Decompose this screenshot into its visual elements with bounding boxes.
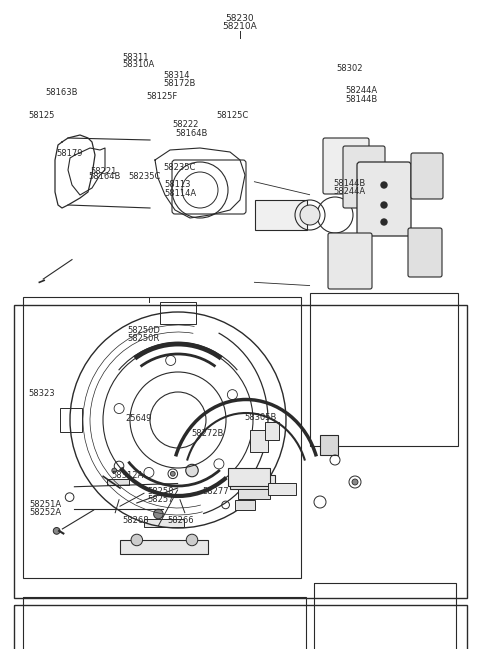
Text: 58252A: 58252A [30,508,62,517]
Text: 58210A: 58210A [223,22,257,31]
Text: 58125: 58125 [29,111,55,120]
Bar [265,422,279,440]
Bar [23,297,301,578]
Text: 58257: 58257 [148,495,174,504]
Text: 58125C: 58125C [216,111,248,120]
Text: 58244A: 58244A [334,187,366,196]
Text: 58172B: 58172B [163,79,195,88]
Circle shape [154,509,163,519]
Circle shape [381,202,387,208]
Bar [144,519,184,527]
Text: 58235C: 58235C [163,163,195,172]
Text: 58230: 58230 [226,14,254,23]
Bar [314,583,456,649]
Text: 58302: 58302 [336,64,362,73]
Bar [310,293,458,446]
Bar [60,408,82,432]
Text: 58164B: 58164B [89,172,121,181]
Circle shape [186,464,198,477]
Bar [23,597,306,649]
Circle shape [131,534,143,546]
FancyBboxPatch shape [328,233,372,289]
Text: 58251A: 58251A [30,500,62,509]
Text: 58311: 58311 [122,53,149,62]
FancyBboxPatch shape [357,162,411,236]
Text: 58272B: 58272B [191,429,223,438]
Text: 58312A: 58312A [111,471,144,480]
Circle shape [381,182,387,188]
Circle shape [112,468,117,473]
FancyBboxPatch shape [323,138,369,194]
FancyBboxPatch shape [411,153,443,199]
Text: 58244A: 58244A [346,86,378,95]
Text: 58277: 58277 [203,487,229,496]
Bar [228,468,270,486]
Text: 58310A: 58310A [122,60,155,69]
Text: 58221: 58221 [90,167,117,176]
Circle shape [381,219,387,225]
Text: 58163B: 58163B [46,88,78,97]
Text: 58323: 58323 [29,389,55,398]
FancyBboxPatch shape [408,228,442,277]
Text: 25649: 25649 [126,414,152,423]
Text: 58144B: 58144B [346,95,378,104]
Circle shape [53,528,60,534]
Text: 58305B: 58305B [245,413,277,422]
Circle shape [170,471,175,476]
Text: 58179: 58179 [57,149,83,158]
Bar [268,483,296,495]
Text: 58250R: 58250R [127,334,159,343]
Bar [14,605,467,649]
Bar [120,540,208,554]
Text: 58144B: 58144B [334,178,366,188]
Text: 58222: 58222 [173,120,199,129]
Circle shape [186,534,198,546]
Text: 58114A: 58114A [164,189,196,198]
Bar [230,475,275,489]
Text: 58125F: 58125F [146,92,178,101]
FancyBboxPatch shape [343,146,385,208]
Text: 58314: 58314 [163,71,190,80]
Bar [250,430,268,452]
Text: 58113: 58113 [164,180,191,190]
Text: 58266: 58266 [167,516,193,525]
Text: 58268: 58268 [122,516,149,525]
Text: 58235C: 58235C [129,172,161,181]
Bar [14,305,467,598]
Bar [320,435,338,455]
Text: 58250D: 58250D [127,326,160,336]
Bar [238,489,270,499]
Text: 58164B: 58164B [175,129,207,138]
Circle shape [300,205,320,225]
Bar [160,302,196,324]
Bar [255,200,307,230]
Bar [235,500,255,510]
Bar [107,479,129,485]
Text: 58258: 58258 [148,487,174,496]
Circle shape [352,479,358,485]
